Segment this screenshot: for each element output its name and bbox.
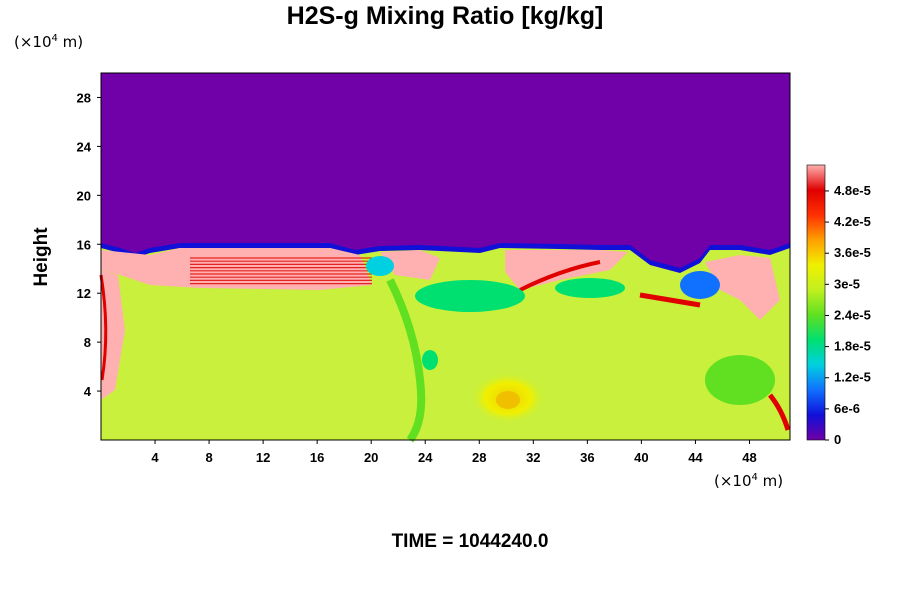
y-tick-label: 8 [84,335,91,350]
colorbar-tick-label: 1.8e-5 [834,339,871,354]
saturated-patch-c [705,255,780,320]
colorbar-scale [806,164,826,441]
blue-eddy [680,271,720,299]
x-tick-label: 12 [256,450,270,465]
red-edge-streak [99,274,108,381]
x-tick-label: 4 [151,450,159,465]
colorbar-tick-label: 2.4e-5 [834,307,871,322]
y-tick-label: 24 [77,139,92,154]
green-eddy [555,278,625,298]
y-tick-label: 12 [77,286,91,301]
x-tick-label: 16 [310,450,324,465]
x-tick-label: 40 [634,450,648,465]
red-eddy-right [768,393,791,431]
x-tick-label: 20 [364,450,378,465]
green-plume [386,278,426,443]
y-tick-label: 28 [77,90,91,105]
green-eddy [415,280,525,312]
mixed-layer-region [101,248,790,440]
green-eddy [705,355,775,405]
time-footer: TIME = 1044240.0 [391,531,549,552]
y-tick-label: 4 [84,384,92,399]
x-tick-label: 48 [742,450,756,465]
x-tick-label: 8 [205,450,212,465]
y-tick-label: 16 [77,237,91,252]
y-axis-unit: (×104 m) [14,33,84,51]
plot-frame [100,72,791,441]
colorbar-tick-label: 6e-6 [834,401,860,416]
colorbar-tick-label: 1.2e-5 [834,370,871,385]
saturated-patch-a [380,250,440,280]
saturated-left-edge [101,270,125,400]
x-tick-label: 28 [472,450,486,465]
colorbar-tick-label: 4.2e-5 [834,214,871,229]
x-tick-label: 36 [580,450,594,465]
colorbar-tick-label: 0 [834,432,841,447]
chart-title: H2S-g Mixing Ratio [kg/kg] [286,2,604,30]
colorbar-tick-label: 3.6e-5 [834,245,871,260]
y-tick-label: 20 [77,188,91,203]
red-streak [519,260,601,292]
green-eddy [422,350,438,370]
cyan-eddy [366,256,394,276]
x-axis-unit: (×104 m) [714,472,784,490]
heatmap-field [99,73,791,443]
x-tick-label: 44 [688,450,703,465]
x-tick-label: 24 [418,450,433,465]
colorbar: 0 6e-6 1.2e-5 1.8e-5 2.4e-5 3e-5 3.6e-5 4.2e-5 4… [806,164,871,447]
colorbar-tick-label: 4.8e-5 [834,183,871,198]
red-eddy [639,292,701,308]
orange-core [496,391,520,409]
x-tick-label: 32 [526,450,540,465]
colorbar-tick-label: 3e-5 [834,276,860,291]
